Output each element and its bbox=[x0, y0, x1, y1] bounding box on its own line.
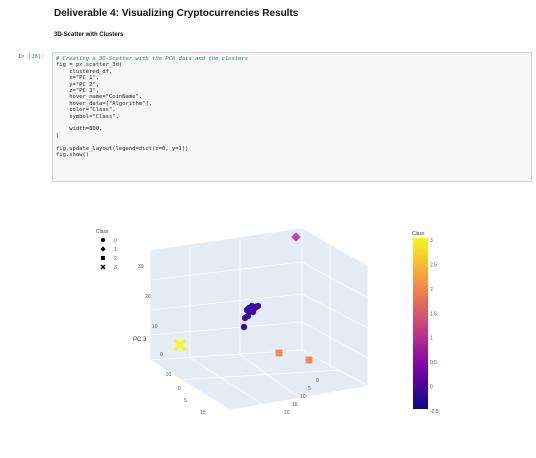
legend-title: Class bbox=[96, 229, 109, 235]
legend[interactable]: 0 1 2 3 bbox=[100, 238, 117, 271]
code-editor[interactable]: # Creating a 3D-Scatter with the PCA dat… bbox=[56, 56, 248, 159]
legend-item[interactable]: 1 bbox=[100, 246, 117, 253]
data-point bbox=[244, 312, 252, 320]
code-line: color="Class", bbox=[69, 107, 116, 114]
floor-pane bbox=[149, 349, 369, 411]
code-line: width=800, bbox=[69, 126, 103, 133]
data-point bbox=[305, 356, 313, 364]
legend-item[interactable]: 2 bbox=[101, 256, 117, 262]
code-line: fig.update_layout(legend=dict(x=0, y=1)) bbox=[56, 145, 189, 152]
code-line: # Creating a 3D-Scatter with the PCA dat… bbox=[56, 56, 249, 62]
y-tick-label: 10 bbox=[300, 394, 306, 400]
legend-item-label: 0 bbox=[114, 238, 117, 244]
x-tick-label: 15 bbox=[200, 410, 206, 416]
code-line: symbol="Class", bbox=[69, 113, 119, 120]
code-line: y="PC 2", bbox=[69, 81, 100, 88]
legend-item-label: 2 bbox=[114, 256, 117, 262]
cell-prompt: In [28]: bbox=[18, 54, 45, 60]
code-line: clustered_df, bbox=[69, 68, 113, 75]
colorbar-tick-label: 0 bbox=[430, 385, 433, 391]
back-wall-pane bbox=[149, 227, 303, 361]
code-line: x="PC 1", bbox=[69, 75, 100, 82]
grid-lines bbox=[149, 240, 369, 405]
code-line: fig = px.scatter_3d( bbox=[56, 62, 123, 69]
colorbar-title: Class bbox=[412, 231, 425, 237]
code-line: hover_name="CoinName", bbox=[69, 94, 143, 101]
diamond-icon bbox=[100, 246, 106, 252]
data-point bbox=[173, 338, 187, 352]
data-point bbox=[243, 306, 251, 314]
circle-icon bbox=[101, 238, 105, 242]
colorbar-tick-label: 2.5 bbox=[430, 262, 437, 268]
z-tick-label: 20 bbox=[145, 294, 151, 300]
z-tick-label: 30 bbox=[138, 264, 144, 270]
data-point bbox=[291, 232, 301, 242]
data-point bbox=[249, 308, 257, 316]
code-line: fig.show() bbox=[56, 152, 90, 159]
colorbar-tick-label: 1.5 bbox=[430, 311, 437, 317]
code-line: ) bbox=[56, 132, 60, 139]
y-tick-label: 15 bbox=[292, 402, 298, 408]
data-point bbox=[275, 349, 283, 357]
square-icon bbox=[101, 256, 105, 260]
section-subheading: 3D-Scatter with Clusters bbox=[54, 32, 124, 38]
colorbar-tick-label: 1 bbox=[430, 336, 433, 342]
data-point bbox=[240, 323, 248, 331]
code-line: hover_data=["Algorithm"], bbox=[69, 100, 153, 107]
legend-item[interactable]: 3 bbox=[100, 264, 117, 271]
colorbar-tick-label: 0.5 bbox=[430, 360, 437, 366]
data-point bbox=[254, 302, 262, 310]
x-tick-label: 5 bbox=[184, 398, 187, 404]
y-tick-label: 0 bbox=[316, 378, 319, 384]
colorbar bbox=[413, 238, 428, 409]
z-tick-label: 0 bbox=[160, 352, 163, 358]
data-points bbox=[173, 232, 313, 364]
x-icon bbox=[100, 264, 106, 270]
code-line: z="PC 3", bbox=[69, 88, 100, 95]
page-heading: Deliverable 4: Visualizing Cryptocurrenc… bbox=[54, 8, 299, 19]
legend-item-label: 1 bbox=[114, 247, 117, 253]
z-axis-label: PC 3 bbox=[133, 337, 147, 343]
legend-item-label: 3 bbox=[114, 265, 117, 271]
y-tick-label: 20 bbox=[284, 410, 290, 416]
code-cell[interactable]: # Creating a 3D-Scatter with the PCA dat… bbox=[52, 52, 532, 182]
y-tick-label: 5 bbox=[308, 386, 311, 392]
legend-item[interactable]: 0 bbox=[101, 238, 117, 244]
z-tick-label: 10 bbox=[152, 324, 158, 330]
colorbar-tick-label: 2 bbox=[430, 287, 433, 293]
z-tick-label: -10 bbox=[164, 372, 171, 378]
x-tick-label: 0 bbox=[178, 386, 181, 392]
colorbar-tick-label: 3 bbox=[430, 238, 433, 244]
colorbar-tick-label: -0.5 bbox=[430, 409, 439, 415]
